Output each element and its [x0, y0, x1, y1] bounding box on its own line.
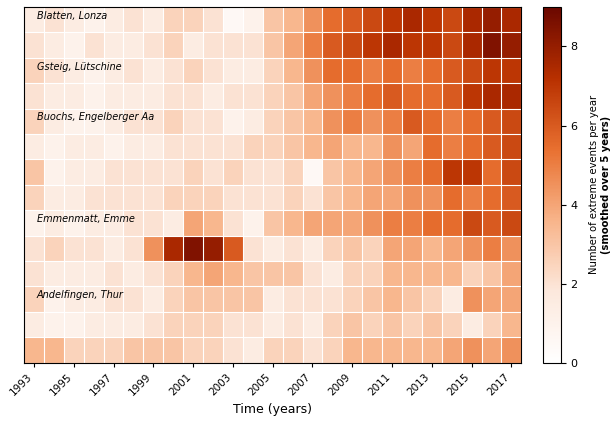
- Text: Number of extreme events per year: Number of extreme events per year: [589, 95, 611, 275]
- Text: (smoothed over 5 years): (smoothed over 5 years): [589, 116, 611, 254]
- X-axis label: Time (years): Time (years): [233, 403, 312, 416]
- Text: Buochs, Engelberger Aa: Buochs, Engelberger Aa: [37, 113, 154, 122]
- Text: Gsteig, Lütschine: Gsteig, Lütschine: [37, 62, 121, 71]
- Text: Andelfingen, Thur: Andelfingen, Thur: [37, 290, 124, 300]
- Text: Emmenmatt, Emme: Emmenmatt, Emme: [37, 214, 135, 224]
- Y-axis label: Number of extreme events per year
(smoothed over 5 years): Number of extreme events per year (smoot…: [0, 422, 1, 423]
- Text: Blatten, Lonza: Blatten, Lonza: [37, 11, 107, 21]
